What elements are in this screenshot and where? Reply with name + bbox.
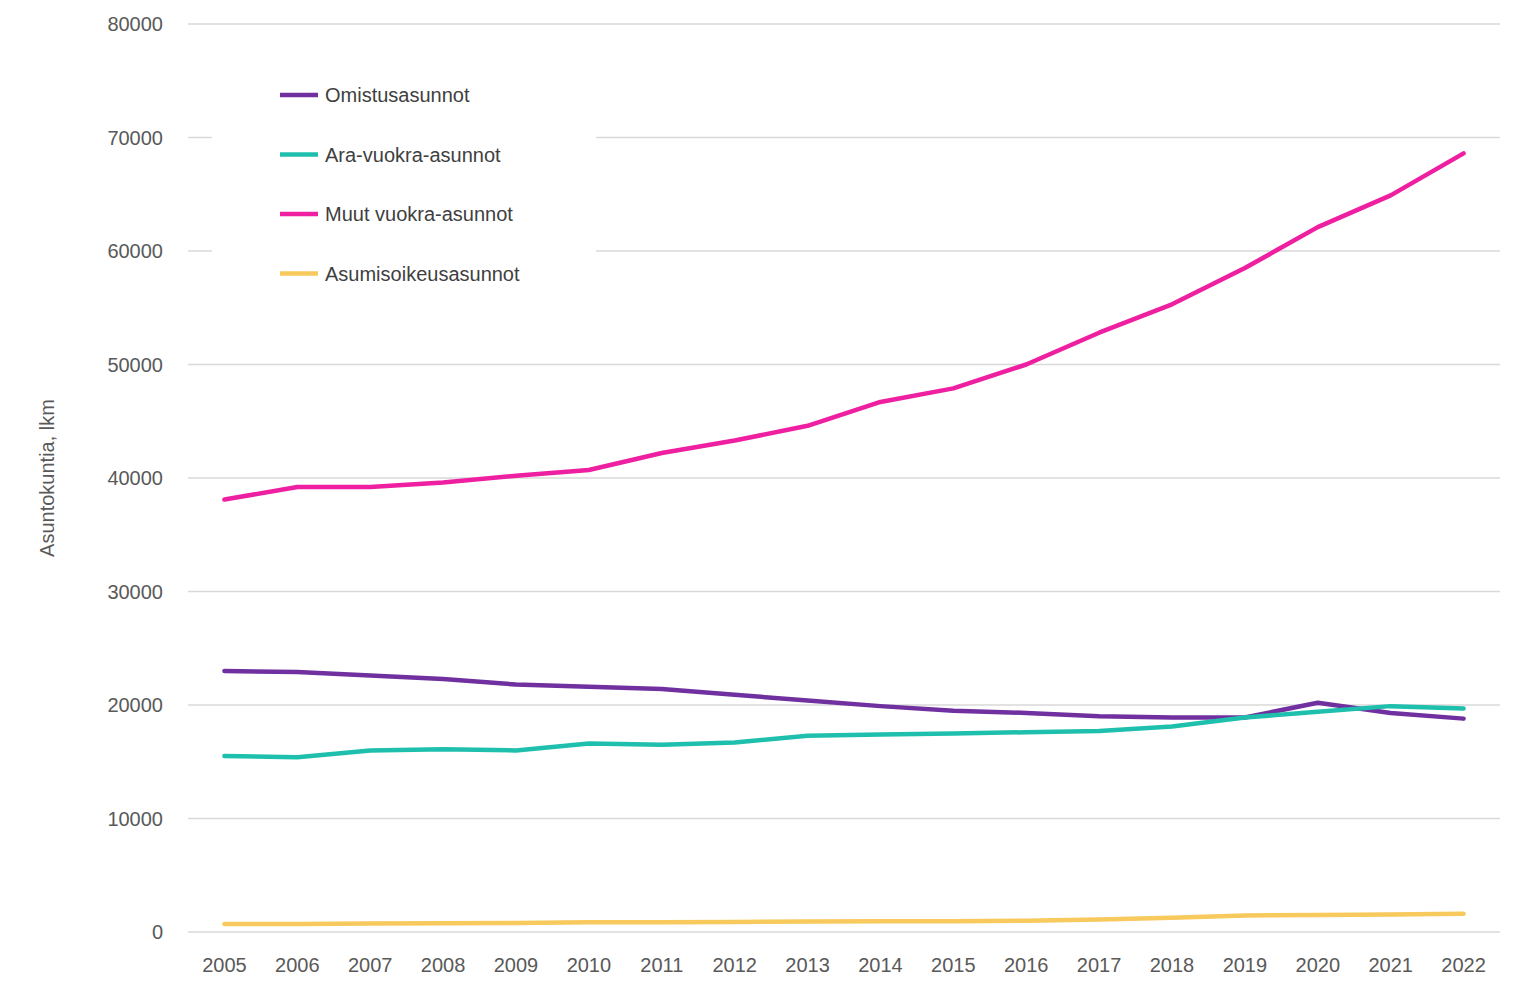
x-tick-label: 2005 <box>202 954 247 976</box>
x-tick-label: 2009 <box>494 954 539 976</box>
legend-label: Omistusasunnot <box>325 84 470 106</box>
grid-line <box>188 477 1500 478</box>
x-tick-label: 2014 <box>858 954 903 976</box>
x-tick-label: 2016 <box>1004 954 1049 976</box>
y-tick-label: 80000 <box>107 13 163 35</box>
series-line <box>224 914 1463 924</box>
legend-swatch <box>280 93 318 98</box>
x-tick-label: 2020 <box>1296 954 1341 976</box>
x-tick-label: 2015 <box>931 954 976 976</box>
y-tick-label: 70000 <box>107 127 163 149</box>
grid-line <box>188 364 1500 365</box>
legend-swatch <box>280 212 318 217</box>
x-tick-label: 2021 <box>1368 954 1413 976</box>
x-tick-label: 2017 <box>1077 954 1122 976</box>
legend-swatch <box>280 271 318 276</box>
grid-line <box>188 23 1500 24</box>
x-tick-label: 2008 <box>421 954 466 976</box>
y-tick-label: 0 <box>152 921 163 943</box>
legend-background <box>212 64 596 308</box>
y-tick-label: 30000 <box>107 581 163 603</box>
chart: 0 10000 20000 30000 40000 50000 60000 70000 8000… <box>0 0 1524 992</box>
series-line <box>224 706 1463 757</box>
x-tick-label: 2012 <box>712 954 757 976</box>
y-tick-label: 40000 <box>107 467 163 489</box>
x-tick-label: 2011 <box>640 954 683 976</box>
series-line <box>224 153 1463 499</box>
series-line <box>224 671 1463 719</box>
x-tick-label: 2018 <box>1150 954 1195 976</box>
y-tick-label: 60000 <box>107 240 163 262</box>
x-tick-label: 2013 <box>785 954 830 976</box>
y-tick-label: 20000 <box>107 694 163 716</box>
grid <box>188 24 1500 932</box>
grid-line <box>188 818 1500 819</box>
x-tick-label: 2010 <box>567 954 612 976</box>
x-tick-label: 2007 <box>348 954 393 976</box>
legend: Omistusasunnot Ara-vuokra-asunnot Muut vuo… <box>212 64 596 308</box>
x-tick-label: 2019 <box>1223 954 1268 976</box>
grid-line <box>188 591 1500 592</box>
legend-swatch <box>280 152 318 157</box>
legend-label: Muut vuokra-asunnot <box>325 203 513 225</box>
y-tick-label: 50000 <box>107 354 163 376</box>
y-tick-label: 10000 <box>107 808 163 830</box>
chart-container: 0 10000 20000 30000 40000 50000 60000 70000 8000… <box>0 0 1524 992</box>
legend-label: Asumisoikeusasunnot <box>325 263 520 285</box>
y-axis-label: Asuntokuntia, lkm <box>36 399 58 557</box>
grid-line <box>188 931 1500 932</box>
x-tick-label: 2022 <box>1441 954 1486 976</box>
x-tick-label: 2006 <box>275 954 320 976</box>
plot-lines <box>224 153 1463 924</box>
legend-label: Ara-vuokra-asunnot <box>325 144 501 166</box>
